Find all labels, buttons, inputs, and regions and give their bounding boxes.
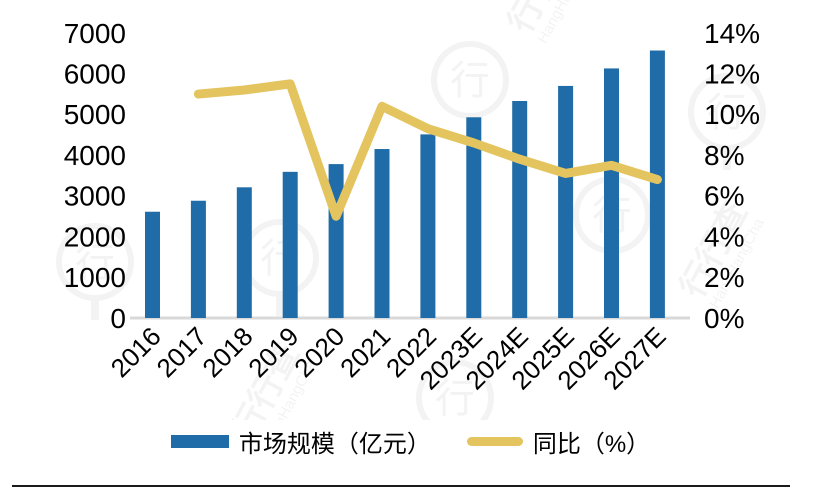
left-axis-tick-label: 4000	[64, 140, 126, 171]
bar-2019	[282, 171, 298, 318]
right-axis-tick-label: 14%	[704, 18, 760, 49]
bar-line-chart: 行行行行行行行行查HangHangCha行行查HangHangCha行行查Han…	[56, 0, 769, 420]
left-axis-tick-label: 7000	[64, 18, 126, 49]
legend-label-market-size: 市场规模（亿元）	[238, 431, 431, 458]
watermark-logo: 行	[688, 73, 766, 170]
left-axis-tick-label: 3000	[64, 181, 126, 212]
watermark-logo: 行	[56, 223, 134, 320]
watermark-logo: 行	[416, 359, 494, 420]
watermark-logo: 行	[241, 219, 319, 316]
bottom-divider	[12, 485, 790, 487]
legend-item-market-size: 市场规模（亿元）	[170, 424, 431, 459]
right-axis-tick-label: 10%	[704, 99, 760, 130]
left-axis-tick-label: 1000	[64, 262, 126, 293]
right-axis-tick-label: 4%	[704, 221, 744, 252]
legend-line-swatch	[466, 437, 523, 446]
watermark-logo: 行	[431, 41, 509, 138]
bar-2026E	[604, 68, 619, 319]
svg-text:行: 行	[435, 377, 475, 420]
left-axis-tick-label: 0	[110, 303, 126, 334]
legend-item-yoy: 同比（%）	[466, 424, 651, 459]
bar-2020	[328, 164, 344, 318]
bar-2018	[236, 187, 252, 318]
right-axis-tick-label: 6%	[704, 181, 744, 212]
svg-text:行: 行	[75, 241, 115, 285]
svg-text:行: 行	[707, 91, 747, 135]
bar-2021	[374, 149, 390, 318]
x-axis-tick-label: 2018	[196, 321, 258, 383]
right-axis-tick-label: 2%	[704, 262, 744, 293]
right-axis-tick-label: 0%	[704, 303, 744, 334]
bar-2022	[420, 134, 436, 318]
right-axis-tick-label: 8%	[704, 140, 744, 171]
chart-legend: 市场规模（亿元） 同比（%）	[0, 424, 821, 459]
right-axis-tick-label: 12%	[704, 59, 760, 90]
x-axis-tick-label: 2017	[151, 321, 213, 383]
bar-2025E	[558, 85, 574, 318]
bar-2027E	[649, 50, 665, 318]
legend-label-yoy: 同比（%）	[532, 431, 651, 458]
left-axis-tick-label: 5000	[64, 99, 126, 130]
x-axis-tick-label: 2021	[334, 321, 396, 383]
left-axis-tick-label: 2000	[64, 221, 126, 252]
legend-bar-swatch	[170, 435, 229, 448]
bar-2023E	[466, 117, 482, 319]
bar-2024E	[512, 100, 528, 318]
left-axis-tick-label: 6000	[64, 59, 126, 90]
bar-2017	[190, 200, 206, 318]
bar-2016	[145, 211, 160, 318]
svg-text:行: 行	[450, 59, 490, 103]
yoy-line	[193, 79, 662, 221]
